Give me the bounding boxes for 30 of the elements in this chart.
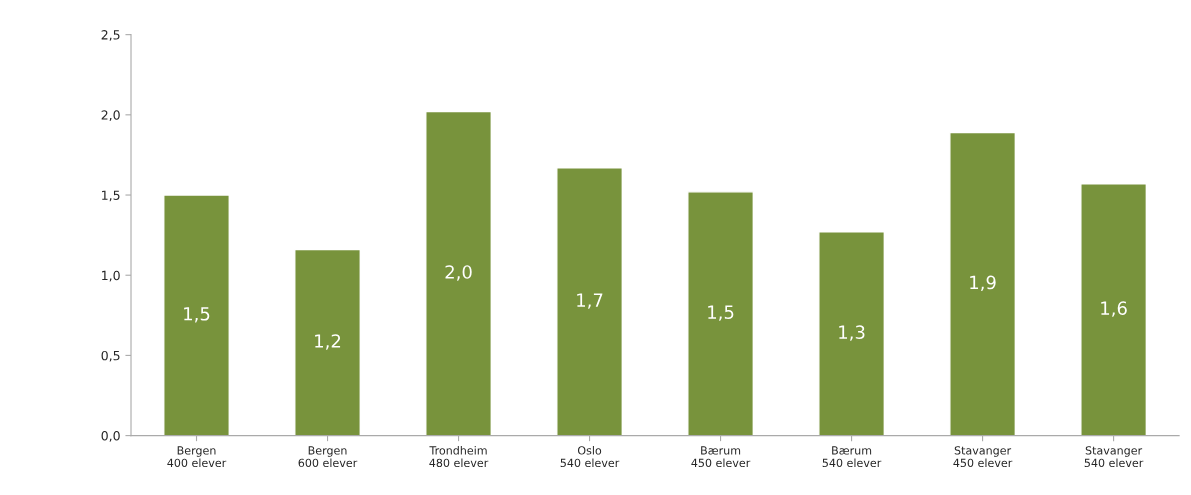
x-tick-label: Stavanger 540 elever — [1084, 446, 1144, 468]
bar — [949, 131, 1017, 436]
bar — [294, 248, 361, 436]
y-tick-label: 0,5 — [101, 350, 120, 362]
x-tick-label: Bærum 450 elever — [691, 446, 751, 468]
bar — [818, 231, 886, 436]
bar — [425, 110, 492, 436]
bar — [556, 167, 623, 436]
data-label: 2,0 — [445, 265, 472, 281]
y-tick-label: 2,0 — [101, 110, 120, 122]
data-label: 1,3 — [839, 325, 865, 341]
bar — [1080, 183, 1148, 436]
data-label: 1,6 — [1101, 301, 1127, 317]
y-tick-label: 0,0 — [101, 431, 120, 442]
data-label: 1,2 — [315, 334, 341, 350]
x-tick-label: Bergen 400 elever — [167, 446, 227, 468]
bar — [163, 194, 230, 436]
y-tick-label: 1,5 — [102, 190, 120, 202]
x-tick-label: Bærum 540 elever — [822, 446, 882, 468]
bar — [687, 191, 755, 436]
x-tick-label: Oslo 540 elever — [560, 446, 620, 468]
y-tick-label: 1,0 — [102, 270, 120, 282]
data-label: 1,5 — [708, 305, 734, 321]
data-label: 1,7 — [577, 293, 603, 309]
y-tick-label: 2,5 — [101, 30, 120, 41]
x-tick-label: Stavanger 450 elever — [953, 446, 1013, 468]
x-tick-label: Bergen 600 elever — [298, 446, 358, 468]
data-label: 1,9 — [970, 275, 996, 292]
x-tick-label: Trondheim 480 elever — [429, 446, 489, 468]
data-label: 1,5 — [184, 307, 210, 323]
